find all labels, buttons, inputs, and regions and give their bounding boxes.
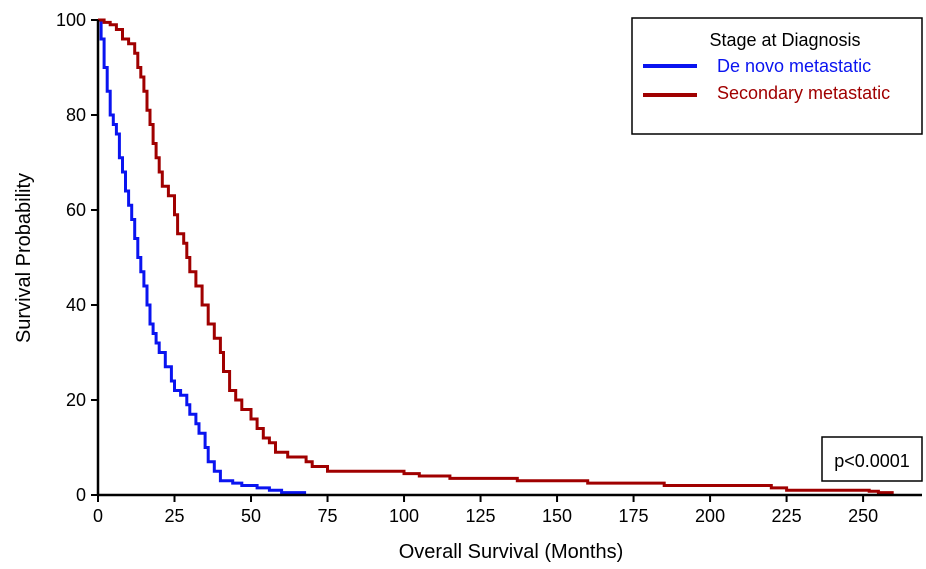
- x-tick-label-100: 100: [389, 506, 419, 526]
- x-tick-label-175: 175: [619, 506, 649, 526]
- x-tick-label-125: 125: [466, 506, 496, 526]
- y-tick-label-60: 60: [66, 200, 86, 220]
- legend-title: Stage at Diagnosis: [709, 30, 860, 50]
- p-value-text: p<0.0001: [834, 451, 910, 471]
- x-tick-label-0: 0: [93, 506, 103, 526]
- y-tick-label-20: 20: [66, 390, 86, 410]
- x-tick-label-25: 25: [164, 506, 184, 526]
- x-axis-title: Overall Survival (Months): [399, 541, 624, 563]
- p-value-annotation: p<0.0001: [822, 437, 922, 481]
- x-tick-label-225: 225: [772, 506, 802, 526]
- y-tick-label-0: 0: [76, 485, 86, 505]
- y-tick-label-40: 40: [66, 295, 86, 315]
- x-tick-label-150: 150: [542, 506, 572, 526]
- y-tick-label-80: 80: [66, 105, 86, 125]
- x-tick-label-50: 50: [241, 506, 261, 526]
- x-tick-label-250: 250: [848, 506, 878, 526]
- series-line-de-novo: [98, 20, 306, 493]
- y-tick-label-100: 100: [56, 10, 86, 30]
- y-axis-title: Survival Probability: [13, 173, 35, 343]
- legend-label-secondary: Secondary metastatic: [717, 83, 890, 103]
- legend: Stage at Diagnosis De novo metastatic Se…: [632, 18, 922, 134]
- x-tick-label-75: 75: [318, 506, 338, 526]
- legend-label-de-novo: De novo metastatic: [717, 56, 871, 76]
- x-tick-label-200: 200: [695, 506, 725, 526]
